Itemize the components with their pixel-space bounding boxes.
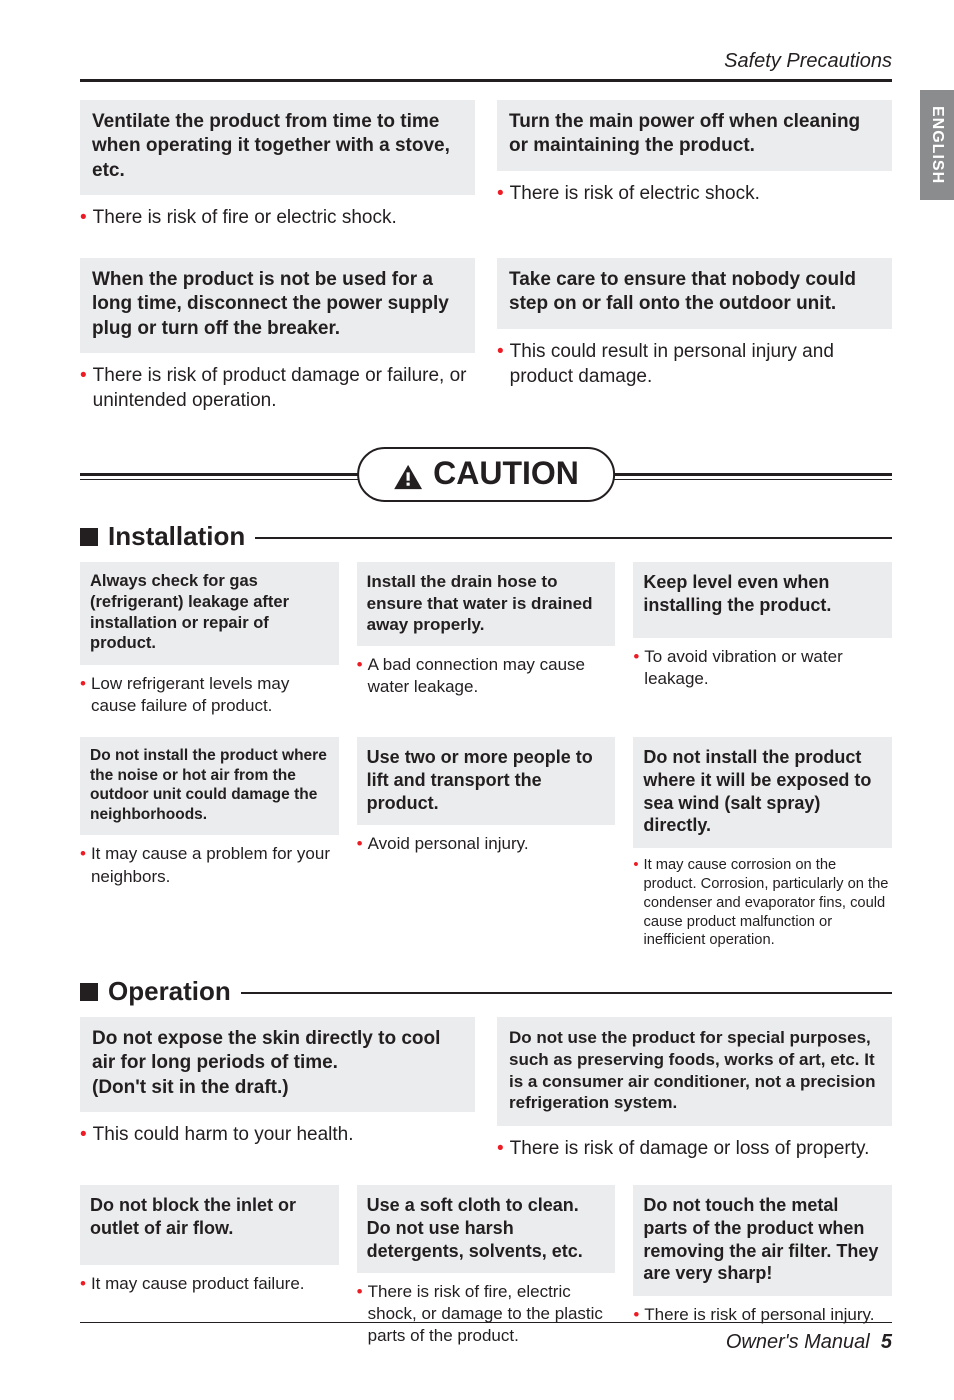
bullet: •There is risk of fire or electric shock… [80, 205, 475, 230]
bullet-text: There is risk of damage or loss of prope… [510, 1136, 870, 1161]
bullet: •There is risk of electric shock. [497, 181, 892, 206]
bullet-text: To avoid vibration or water leakage. [644, 646, 892, 690]
top-rule [80, 79, 892, 82]
bullet-text: A bad connection may cause water leakage… [368, 654, 616, 698]
bullet-dot: • [80, 673, 86, 717]
bullet-text: There is risk of fire or electric shock. [93, 205, 397, 230]
section-marker-icon [80, 528, 98, 546]
bullet-text: It may cause corrosion on the product. C… [644, 856, 893, 950]
bullet: •There is risk of damage or loss of prop… [497, 1136, 892, 1161]
box-ventilate: Ventilate the product from time to time … [80, 100, 475, 195]
bullet: •It may cause product failure. [80, 1273, 339, 1295]
box-noise-hotair: Do not install the product where the noi… [80, 737, 339, 835]
box-metal-parts: Do not touch the metal parts of the prod… [633, 1185, 892, 1296]
bullet-dot: • [633, 856, 638, 950]
install-row-2: Do not install the product where the noi… [80, 737, 892, 950]
caution-pill: CAUTION [357, 447, 615, 502]
box-check-gas: Always check for gas (refrigerant) leaka… [80, 562, 339, 665]
section-title: Installation [108, 521, 245, 552]
top-row-1: Ventilate the product from time to time … [80, 100, 892, 236]
bullet-dot: • [80, 1122, 87, 1147]
box-block-inlet: Do not block the inlet or outlet of air … [80, 1185, 339, 1265]
section-marker-icon [80, 983, 98, 1001]
box-poweroff-clean: Turn the main power off when cleaning or… [497, 100, 892, 171]
box-special-purposes: Do not use the product for special purpo… [497, 1017, 892, 1126]
bullet: •Avoid personal injury. [357, 833, 616, 855]
bullet-dot: • [80, 1273, 86, 1295]
install-row-1: Always check for gas (refrigerant) leaka… [80, 562, 892, 723]
bullet-text: There is risk of electric shock. [510, 181, 760, 206]
bullet-dot: • [357, 833, 363, 855]
section-title: Operation [108, 976, 231, 1007]
bullet: •There is risk of product damage or fail… [80, 363, 475, 413]
bullet: •To avoid vibration or water leakage. [633, 646, 892, 690]
bullet-dot: • [80, 843, 86, 887]
bullet-dot: • [497, 1136, 504, 1161]
section-operation: Operation [80, 976, 892, 1007]
top-row-2: When the product is not be used for a lo… [80, 258, 892, 419]
bullet: •It may cause corrosion on the product. … [633, 856, 892, 950]
box-keep-level: Keep level even when installing the prod… [633, 562, 892, 638]
footer-page: 5 [881, 1331, 892, 1353]
bullet-text: Low refrigerant levels may cause failure… [91, 673, 339, 717]
bullet: •Low refrigerant levels may cause failur… [80, 673, 339, 717]
bullet-text: Avoid personal injury. [368, 833, 529, 855]
bullet-text: It may cause product failure. [91, 1273, 305, 1295]
box-outdoor-unit: Take care to ensure that nobody could st… [497, 258, 892, 329]
box-soft-cloth: Use a soft cloth to clean. Do not use ha… [357, 1185, 616, 1273]
box-skin-cool-air: Do not expose the skin directly to cool … [80, 1017, 475, 1112]
page-footer: Owner's Manual 5 [80, 1322, 892, 1354]
box-disconnect: When the product is not be used for a lo… [80, 258, 475, 353]
bullet-dot: • [80, 205, 87, 230]
footer-label: Owner's Manual [726, 1331, 870, 1353]
bullet-dot: • [497, 339, 504, 389]
bullet: •It may cause a problem for your neighbo… [80, 843, 339, 887]
bullet-dot: • [633, 646, 639, 690]
bullet: •This could harm to your health. [80, 1122, 475, 1147]
caution-banner: CAUTION [80, 447, 892, 505]
language-tab: ENGLISH [920, 90, 954, 200]
warning-icon [393, 461, 423, 487]
bullet-dot: • [497, 181, 504, 206]
bullet: •A bad connection may cause water leakag… [357, 654, 616, 698]
bullet-text: This could harm to your health. [93, 1122, 354, 1147]
bullet-text: There is risk of product damage or failu… [93, 363, 475, 413]
caution-label: CAUTION [433, 455, 579, 492]
bullet-dot: • [357, 654, 363, 698]
bullet: •This could result in personal injury an… [497, 339, 892, 389]
section-installation: Installation [80, 521, 892, 552]
bullet-text: This could result in personal injury and… [510, 339, 892, 389]
box-drain-hose: Install the drain hose to ensure that wa… [357, 562, 616, 646]
box-two-people: Use two or more people to lift and trans… [357, 737, 616, 825]
running-head: Safety Precautions [80, 50, 892, 73]
box-sea-wind: Do not install the product where it will… [633, 737, 892, 848]
operation-row-1: Do not expose the skin directly to cool … [80, 1017, 892, 1167]
bullet-text: It may cause a problem for your neighbor… [91, 843, 339, 887]
bullet-dot: • [80, 363, 87, 413]
